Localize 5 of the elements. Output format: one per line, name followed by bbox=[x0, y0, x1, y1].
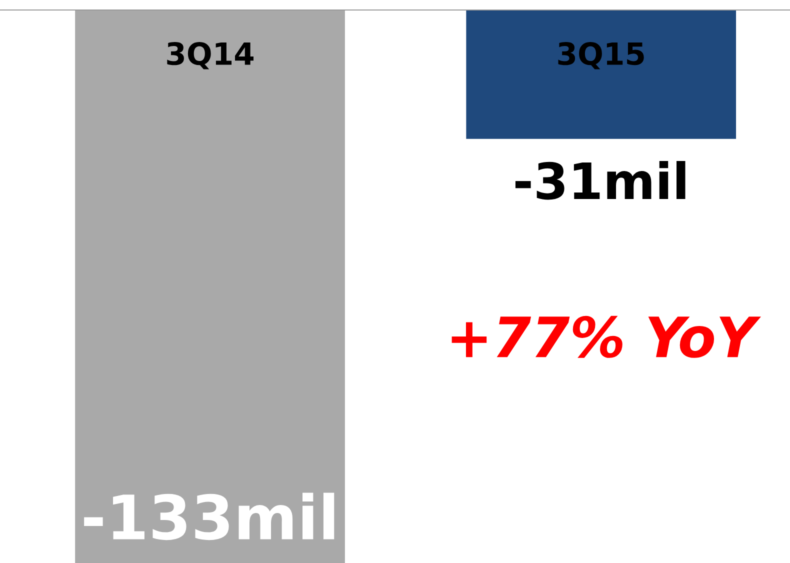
x-tick-label: 3Q14 bbox=[167, 42, 254, 70]
annotation: +77% YoY bbox=[452, 316, 761, 358]
data-label: -31mil bbox=[515, 161, 686, 200]
data-label: -133mil bbox=[84, 492, 334, 540]
x-tick-label: 3Q15 bbox=[558, 42, 644, 70]
